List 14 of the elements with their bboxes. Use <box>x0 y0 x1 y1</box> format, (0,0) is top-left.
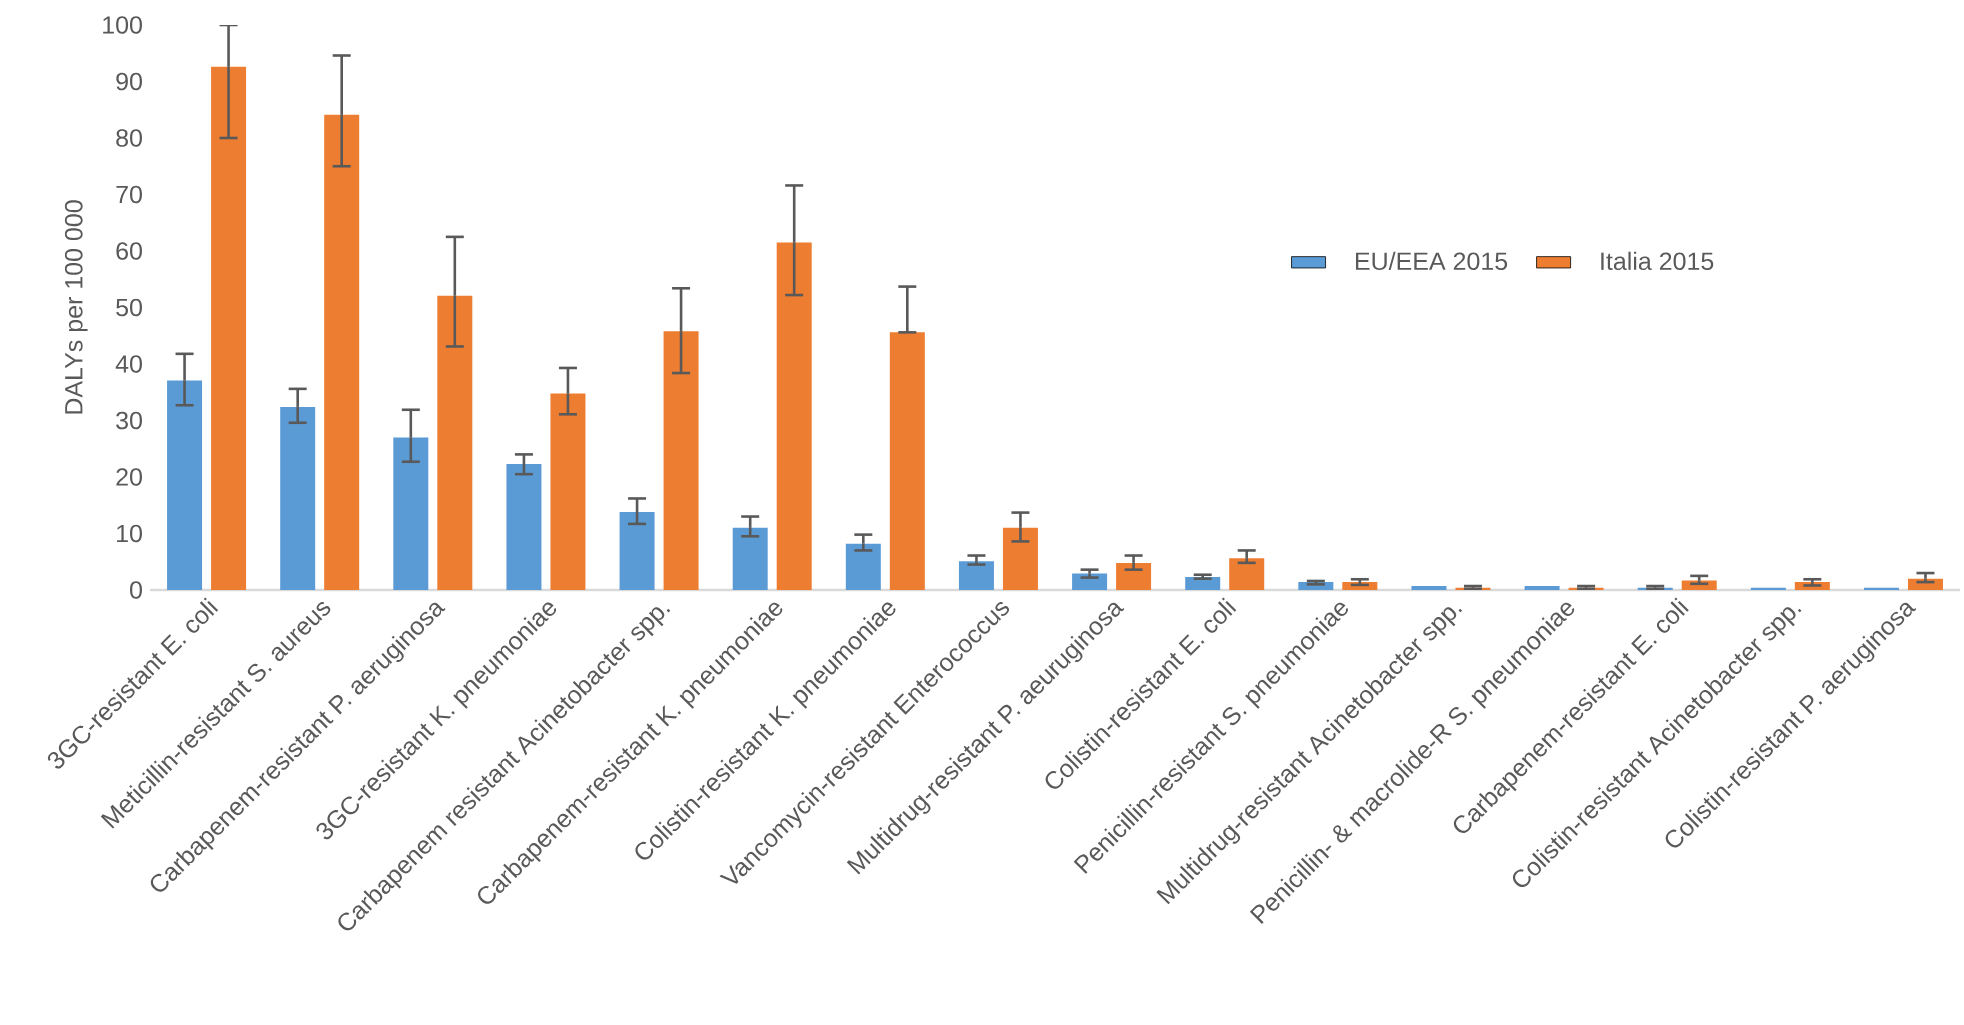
y-tick-label: 0 <box>130 581 142 599</box>
y-tick-label: 90 <box>116 72 142 91</box>
y-tick-label: 30 <box>116 411 142 430</box>
y-tick-label: 20 <box>116 468 142 486</box>
legend-label: Italia 2015 <box>1601 251 1714 271</box>
y-tick-label: 70 <box>116 185 142 204</box>
y-tick-label: 80 <box>116 129 142 147</box>
y-tick-label: 10 <box>117 524 142 543</box>
legend-label: EU/EEA 2015 <box>1355 251 1508 271</box>
y-tick-label: 60 <box>116 242 142 260</box>
y-axis-title: DALYs per 100 000 <box>64 200 88 414</box>
y-tick-label: 40 <box>115 355 142 373</box>
y-tick-label: 100 <box>103 16 142 34</box>
y-tick-label: 50 <box>116 298 142 317</box>
